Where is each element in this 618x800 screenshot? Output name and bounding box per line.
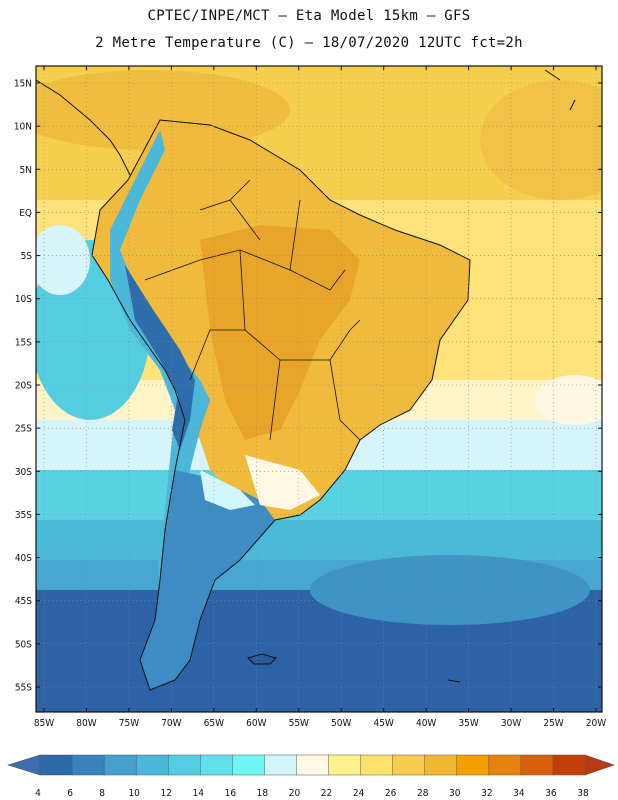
lat-tick-label: 5S xyxy=(21,251,33,262)
lon-tick-label: 65W xyxy=(204,718,224,729)
lat-tick-label: 20S xyxy=(15,381,32,392)
lon-tick-label: 55W xyxy=(289,718,309,729)
lat-tick-label: 25S xyxy=(15,424,32,435)
field-patch-atlantic-mild xyxy=(535,375,602,425)
field-patch-south-atlantic xyxy=(310,555,590,625)
colorbar-label: 20 xyxy=(289,788,301,799)
map-subtitle: 2 Metre Temperature (C) – 18/07/2020 12U… xyxy=(95,35,523,51)
colorbar-label: 34 xyxy=(513,788,525,799)
colorbar-swatch xyxy=(103,754,137,776)
lat-tick-label: 5N xyxy=(20,165,32,176)
colorbar-label: 36 xyxy=(545,788,557,799)
field-pampas-cool xyxy=(200,470,255,510)
lon-tick-label: 75W xyxy=(119,718,139,729)
colorbar-swatch xyxy=(552,754,586,776)
colorbar-swatch xyxy=(264,754,298,776)
lon-tick-label: 70W xyxy=(161,718,181,729)
colorbar-label: 4 xyxy=(35,788,41,799)
colorbar-swatch xyxy=(360,754,394,776)
lat-tick-label: 50S xyxy=(15,639,32,650)
colorbar-over-arrow xyxy=(584,754,615,776)
colorbar-swatch xyxy=(135,754,169,776)
latitude-axis: 15N 10N 5N EQ 5S 10S 15S 20S 25S 30S 35S 40S 45S 50S 5… xyxy=(14,79,602,694)
colorbar: 4 6 8 10 12 14 16 18 20 22 24 26 28 30 32 34 36 38 xyxy=(6,754,615,799)
political-borders xyxy=(144,179,361,441)
colorbar-swatch xyxy=(232,754,266,776)
lon-tick-label: 80W xyxy=(76,718,96,729)
colorbar-label: 26 xyxy=(385,788,397,799)
colorbar-label: 14 xyxy=(193,788,205,799)
colorbar-label: 10 xyxy=(128,788,140,799)
lon-tick-label: 50W xyxy=(331,718,351,729)
colorbar-label: 22 xyxy=(321,788,332,799)
colorbar-swatch xyxy=(71,754,105,776)
lat-tick-label: 45S xyxy=(15,596,32,607)
map-field xyxy=(36,66,602,712)
lon-tick-label: 45W xyxy=(374,718,394,729)
colorbar-swatch xyxy=(296,754,330,776)
colorbar-label: 6 xyxy=(67,788,73,799)
continent-patagonia xyxy=(140,470,275,690)
longitude-axis: 85W 80W 75W 70W 65W 60W 55W 50W 45W 40W 35W 30W 25W 2… xyxy=(34,66,606,729)
field-patch-pacific-mild xyxy=(36,225,90,295)
south-georgia xyxy=(447,679,461,683)
colorbar-label: 28 xyxy=(417,788,429,799)
colorbar-under-arrow xyxy=(6,754,41,776)
field-patch-atlantic-north xyxy=(480,80,602,200)
map-frame xyxy=(35,65,603,713)
lon-tick-label: 20W xyxy=(586,718,606,729)
lon-tick-label: 60W xyxy=(246,718,266,729)
colorbar-label: 32 xyxy=(481,788,492,799)
field-uruguay-mild xyxy=(245,455,320,510)
lat-tick-label: 30S xyxy=(15,467,32,478)
lat-tick-label: 40S xyxy=(15,553,32,564)
colorbar-label: 38 xyxy=(577,788,589,799)
colorbar-swatch xyxy=(520,754,554,776)
colorbar-label: 8 xyxy=(99,788,105,799)
lon-tick-label: 25W xyxy=(543,718,563,729)
falkland-islands xyxy=(247,653,277,665)
lat-tick-label: 55S xyxy=(15,683,32,694)
lon-tick-label: 85W xyxy=(34,718,54,729)
colorbar-swatch xyxy=(488,754,522,776)
lon-tick-label: 30W xyxy=(501,718,521,729)
lon-tick-label: 40W xyxy=(416,718,436,729)
field-hot-interior xyxy=(200,225,360,440)
colorbar-swatch xyxy=(39,754,73,776)
central-america-coast xyxy=(36,79,131,176)
colorbar-label: 24 xyxy=(353,788,365,799)
colorbar-swatch xyxy=(328,754,362,776)
lat-tick-label: 15S xyxy=(15,337,32,348)
field-altiplano-cold xyxy=(125,265,195,450)
lat-tick-label: 10S xyxy=(15,294,32,305)
colorbar-label: 12 xyxy=(161,788,172,799)
lat-tick-label: 15N xyxy=(14,79,32,90)
lat-tick-label: 35S xyxy=(15,510,32,521)
lon-tick-label: 35W xyxy=(458,718,478,729)
map-title: CPTEC/INPE/MCT – Eta Model 15km – GFS xyxy=(147,8,471,24)
colorbar-label: 16 xyxy=(225,788,237,799)
coastline xyxy=(91,119,471,691)
lat-tick-label: 10N xyxy=(14,122,32,133)
colorbar-swatch xyxy=(456,754,490,776)
colorbar-label: 30 xyxy=(449,788,461,799)
colorbar-label: 18 xyxy=(257,788,269,799)
colorbar-swatch xyxy=(392,754,426,776)
colorbar-swatch xyxy=(167,754,202,776)
colorbar-swatch xyxy=(424,754,458,776)
colorbar-swatch xyxy=(200,754,234,776)
lat-tick-label: EQ xyxy=(19,208,32,219)
caribbean-islands xyxy=(544,69,576,111)
